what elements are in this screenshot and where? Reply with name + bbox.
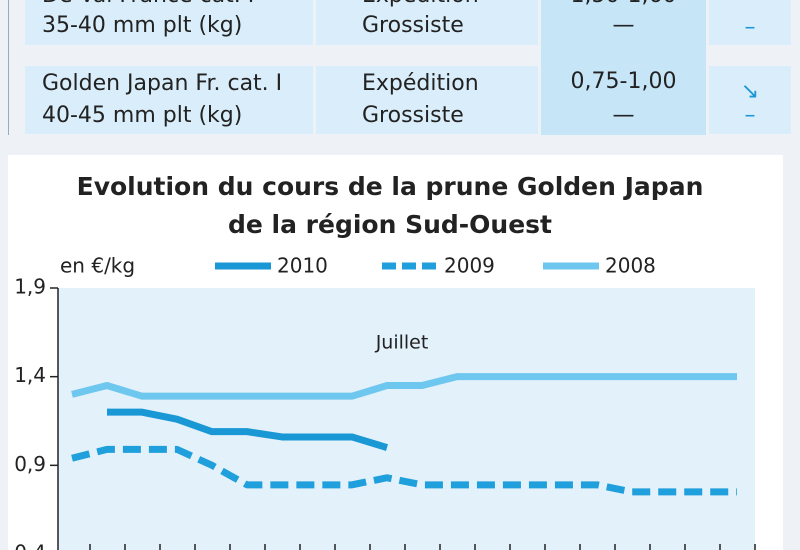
product: Golden Japan Fr. cat. I [42, 71, 283, 96]
y-tick-label: 0,9 [14, 452, 46, 476]
cell-bg [541, 0, 706, 135]
cell-bg [316, 66, 538, 134]
stage: Grossiste [362, 103, 464, 128]
trend: ↘ [740, 79, 760, 104]
product: 35-40 mm plt (kg) [42, 13, 243, 38]
cell-bg [316, 0, 538, 45]
annotation: Juillet [375, 332, 429, 354]
trend: – [709, 0, 791, 12]
series-line [71, 373, 737, 400]
y-tick-label: 0,4 [14, 541, 46, 550]
product: 40-45 mm plt (kg) [42, 103, 243, 128]
price: — [612, 103, 635, 128]
cell-bg [25, 0, 313, 45]
chart-title: de la région Sud-Ouest [228, 210, 552, 239]
series-line [107, 408, 389, 451]
cell-bg [25, 66, 313, 134]
price: 0,75-1,00 [570, 69, 677, 94]
stage: Grossiste [362, 13, 464, 38]
y-axis-label: en €/kg [60, 254, 135, 278]
chart-title: Evolution du cours de la prune Golden Ja… [77, 172, 704, 201]
price: 1,50-1,60 [541, 0, 706, 12]
stage: Expédition [362, 0, 479, 12]
y-tick-label: 1,9 [14, 275, 46, 299]
legend-label: 2009 [444, 254, 495, 278]
product: De Val France cat. I [42, 0, 254, 12]
cell-bg [709, 0, 791, 45]
trend: – [744, 15, 756, 40]
legend-label: 2010 [277, 254, 328, 278]
series-line [71, 445, 737, 496]
y-tick-label: 1,4 [14, 363, 46, 387]
stage: Expédition [362, 71, 479, 96]
legend-label: 2008 [605, 254, 656, 278]
rule [8, 0, 9, 135]
trend: – [744, 103, 756, 128]
price: — [612, 13, 635, 38]
cell-bg [709, 66, 791, 134]
